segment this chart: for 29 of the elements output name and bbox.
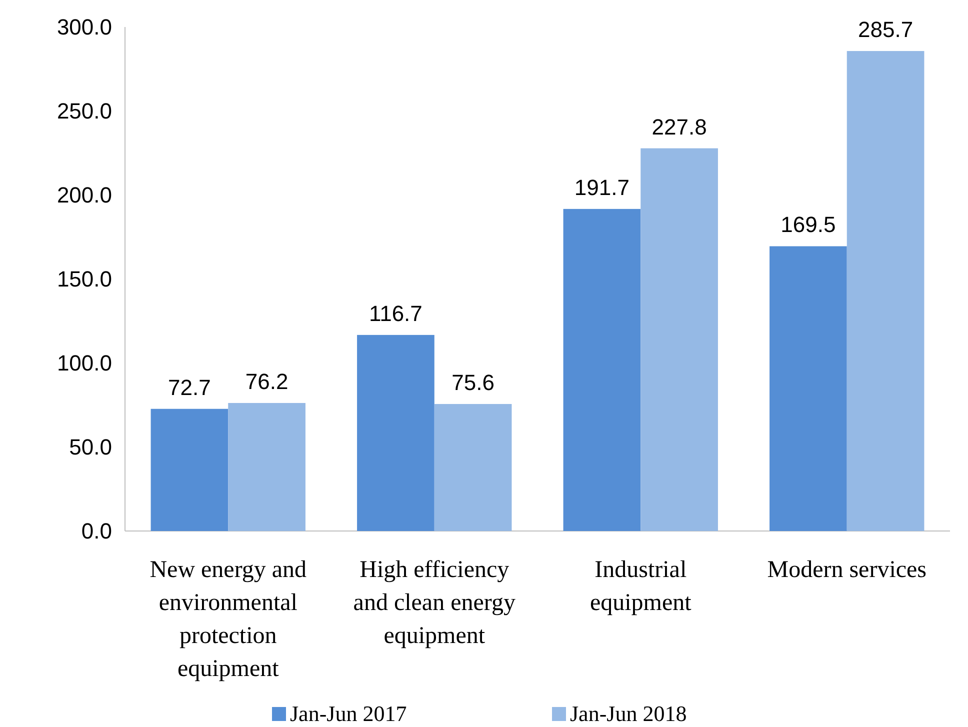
legend-label: Jan-Jun 2017 [290, 701, 407, 726]
x-tick-label: New energy and environmental protection equipment [150, 557, 307, 682]
bar [357, 334, 434, 531]
bar [150, 408, 228, 531]
y-tick-label: 150.0 [56, 266, 112, 292]
data-label: 116.7 [368, 300, 422, 326]
data-label: 75.6 [452, 370, 494, 395]
data-label: 285.7 [858, 17, 914, 42]
data-label: 72.7 [168, 374, 211, 400]
y-tick-label: 100.0 [56, 350, 112, 376]
y-tick-label: 250.0 [56, 98, 112, 124]
x-tick-label: Industrial equipment [590, 557, 692, 616]
y-tick-label: 0.0 [81, 518, 112, 544]
x-tick-label: High efficiency and clean energy equipment [353, 557, 516, 649]
bar [434, 404, 512, 531]
data-label: 227.8 [652, 114, 707, 140]
y-tick-label: 50.0 [69, 434, 112, 460]
y-tick-label: 300.0 [56, 14, 112, 40]
y-tick-label: 200.0 [56, 182, 112, 208]
bar [640, 148, 718, 531]
bar [563, 208, 641, 531]
data-label: 191.7 [574, 174, 630, 200]
data-label: 76.2 [245, 368, 288, 394]
x-tick-label: Modern services [767, 557, 927, 583]
bar [846, 51, 924, 531]
bar [228, 402, 306, 531]
data-label: 169.5 [780, 212, 836, 238]
legend-label: Jan-Jun 2018 [570, 701, 687, 726]
bar [770, 246, 847, 531]
